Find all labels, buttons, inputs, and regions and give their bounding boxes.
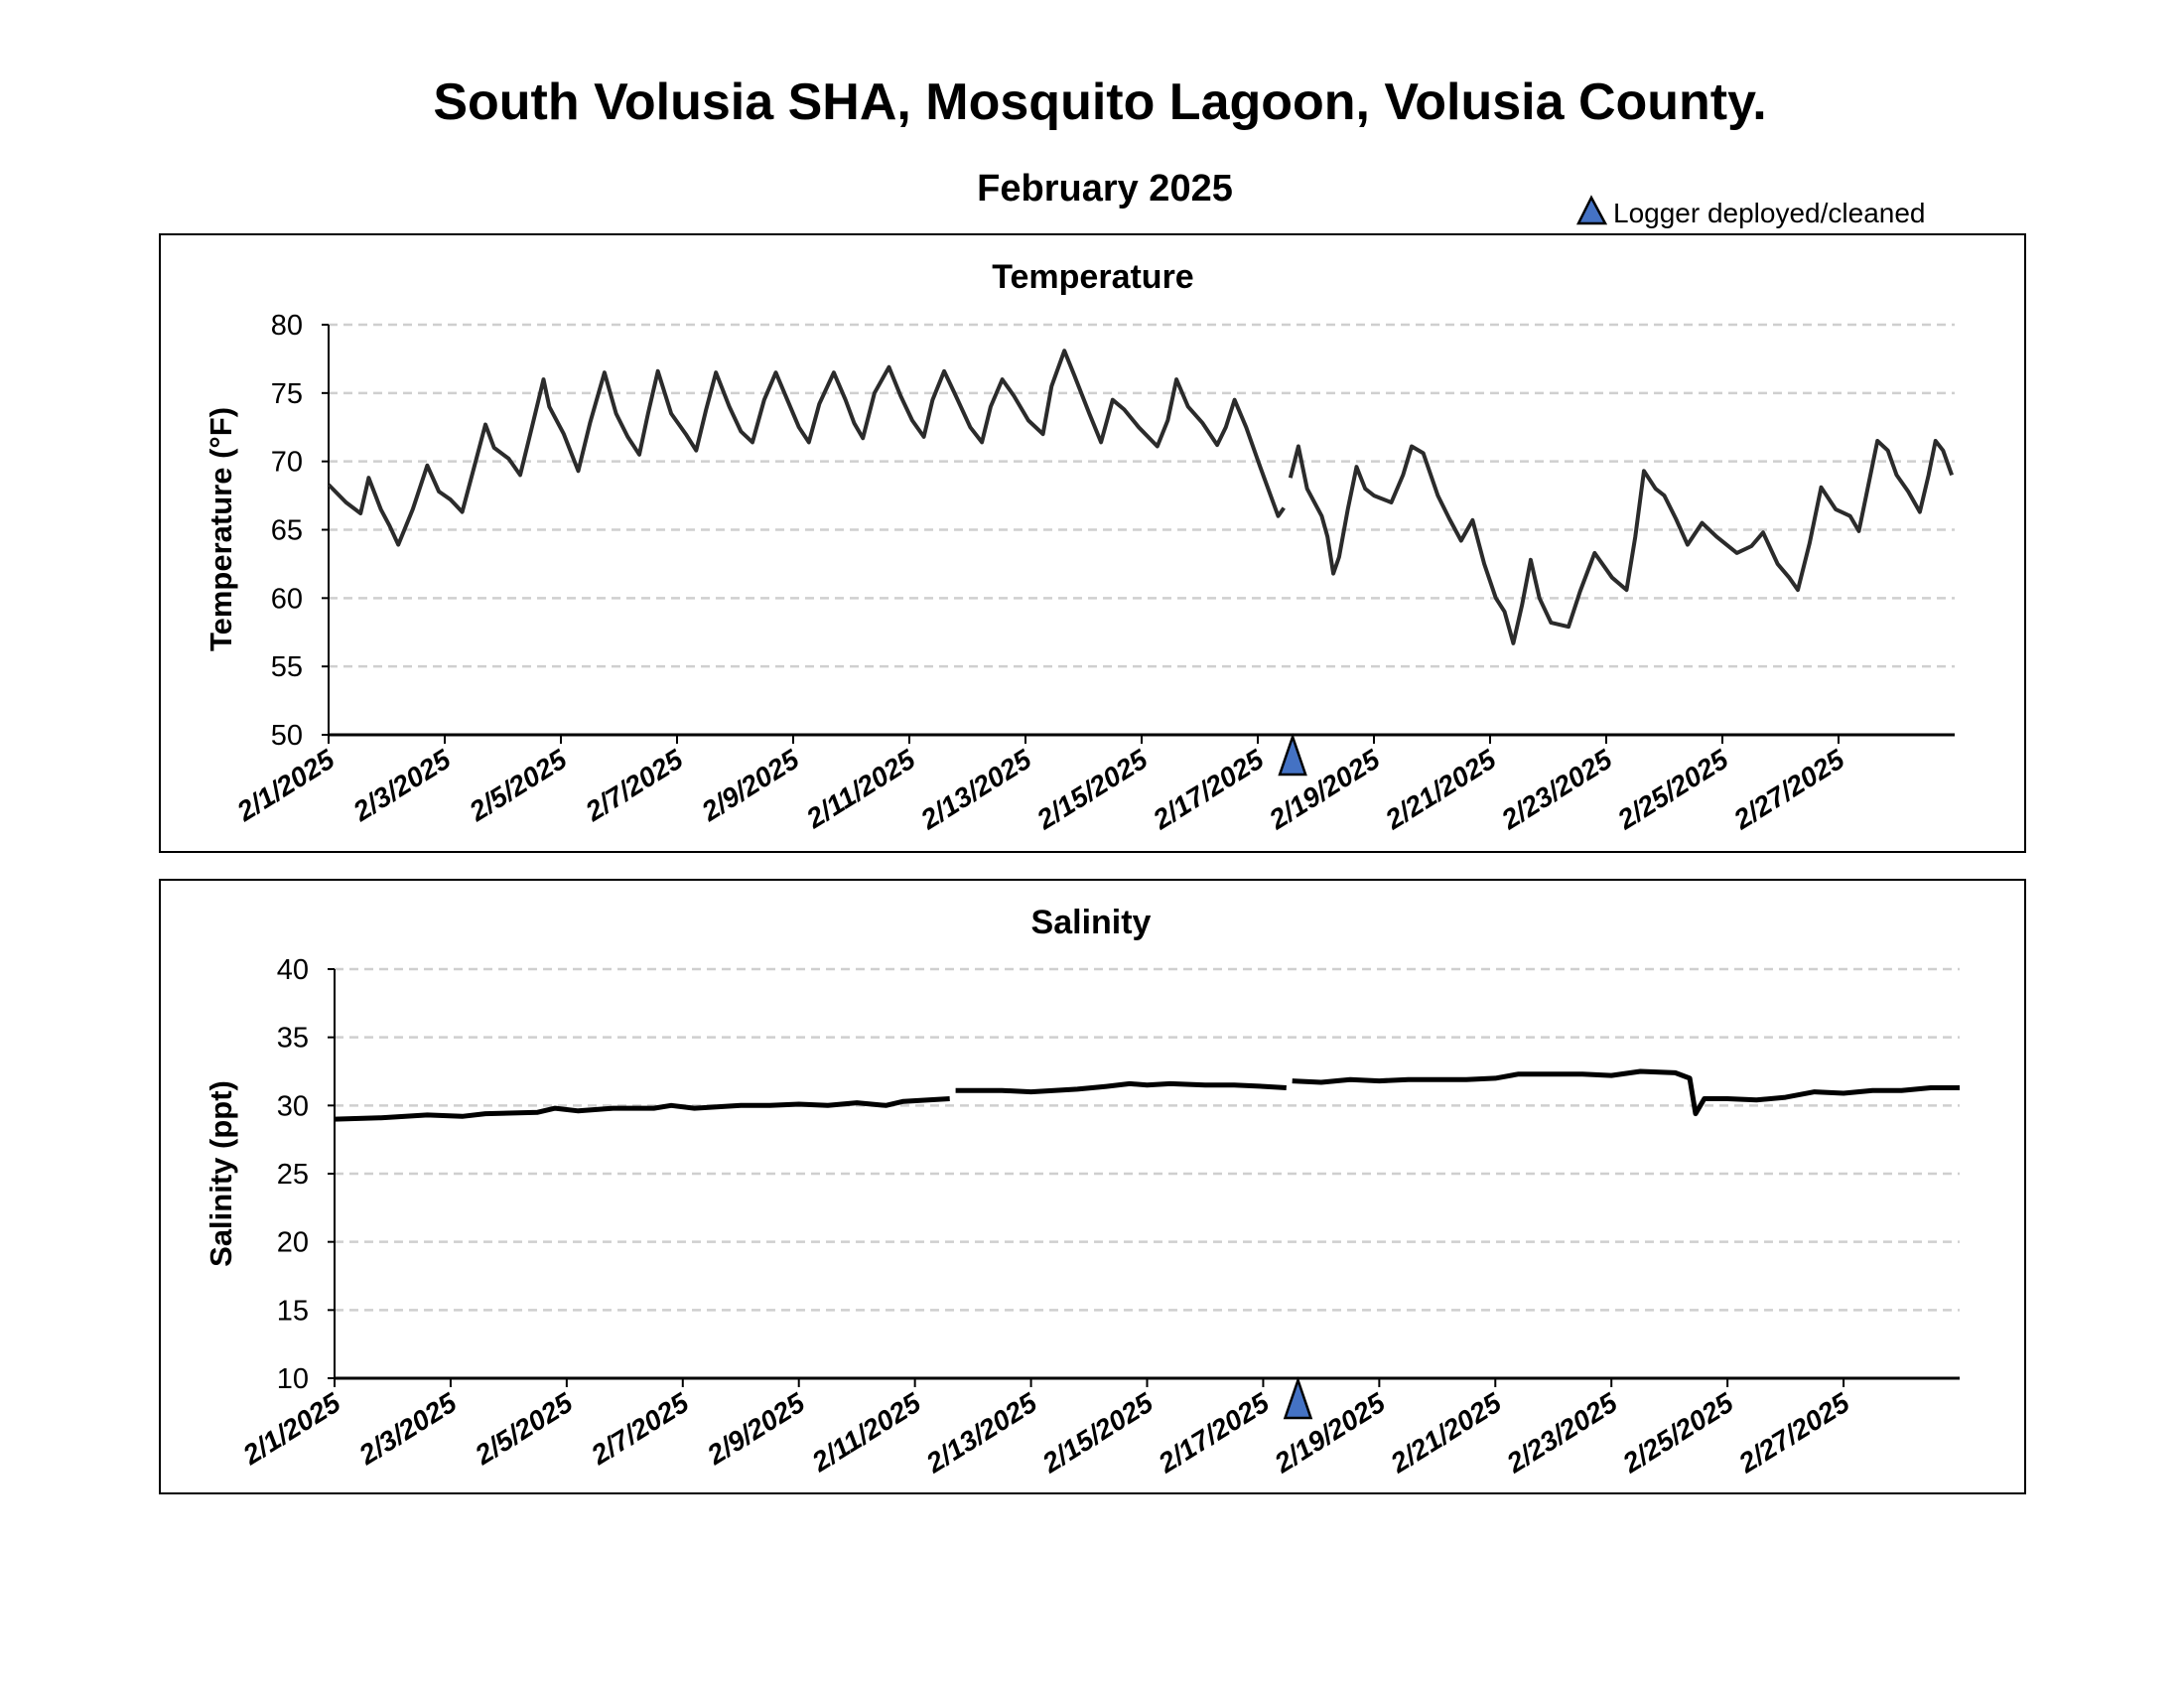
y-tick-label: 40	[277, 954, 309, 986]
temperature-series-line	[1288, 439, 1954, 645]
y-tick-label: 70	[271, 447, 303, 479]
salinity-title: Salinity	[1031, 904, 1152, 941]
x-tick-label: 2/9/2025	[695, 744, 804, 828]
x-tick-label: 2/11/2025	[800, 744, 921, 835]
salinity-panel: Salinity Salinity (ppt) 10 15 20 25 30 35 40 2/…	[159, 879, 2026, 1494]
x-tick-label: 2/19/2025	[1263, 744, 1385, 836]
legend: Logger deployed/cleaned	[1575, 195, 1925, 228]
x-tick-label: 2/19/2025	[1269, 1387, 1391, 1480]
subtitle: February 2025	[977, 168, 1233, 210]
x-tick-label: 2/21/2025	[1385, 1387, 1507, 1480]
x-tick-label: 2/7/2025	[579, 744, 688, 828]
y-tick-label: 20	[277, 1227, 309, 1259]
logger-deployed-marker-icon	[1278, 733, 1307, 776]
y-tick-label: 15	[277, 1295, 309, 1327]
salinity-series-line	[334, 1096, 950, 1122]
temperature-panel: Temperature Temperature (°F) 50 55 60 65 70 7…	[159, 233, 2026, 853]
y-tick-label: 25	[277, 1159, 309, 1191]
x-tick-label: 2/3/2025	[352, 1387, 462, 1472]
y-tick-label: 60	[271, 583, 303, 615]
x-tick-label: 2/25/2025	[1611, 744, 1733, 836]
logger-deployed-marker-icon	[1283, 1376, 1313, 1420]
x-tick-label: 2/9/2025	[701, 1387, 810, 1472]
x-tick-label: 2/17/2025	[1153, 1387, 1275, 1480]
x-tick-label: 2/7/2025	[585, 1387, 694, 1472]
salinity-series-line	[955, 1080, 1287, 1095]
salinity-series-line	[1292, 1068, 1960, 1117]
x-tick-label: 2/11/2025	[806, 1387, 927, 1479]
salinity-panel-frame	[159, 879, 2026, 1494]
y-tick-label: 10	[277, 1363, 309, 1395]
legend-label: Logger deployed/cleaned	[1613, 198, 1925, 228]
x-tick-label: 2/23/2025	[1500, 1387, 1622, 1480]
temperature-title: Temperature	[992, 258, 1193, 296]
x-tick-label: 2/27/2025	[1732, 1387, 1854, 1480]
x-tick-label: 2/1/2025	[236, 1387, 345, 1472]
x-tick-label: 2/15/2025	[1036, 1387, 1159, 1480]
y-tick-label: 35	[277, 1023, 309, 1055]
temperature-y-axis-label: Temperature (°F)	[204, 407, 238, 651]
x-tick-label: 2/15/2025	[1030, 744, 1153, 836]
temperature-panel-frame	[159, 233, 2026, 853]
x-tick-label: 2/23/2025	[1495, 744, 1617, 836]
y-tick-label: 75	[271, 378, 303, 410]
logger-triangle-icon	[1575, 195, 1608, 225]
x-tick-label: 2/17/2025	[1147, 744, 1269, 836]
y-tick-label: 50	[271, 720, 303, 752]
x-tick-label: 2/1/2025	[230, 744, 340, 828]
y-tick-label: 30	[277, 1090, 309, 1122]
x-tick-label: 2/3/2025	[346, 744, 456, 828]
main-title: South Volusia SHA, Mosquito Lagoon, Volu…	[433, 73, 1766, 131]
salinity-y-axis-label: Salinity (ppt)	[204, 1080, 238, 1267]
y-tick-label: 80	[271, 310, 303, 342]
x-tick-label: 2/25/2025	[1616, 1387, 1738, 1480]
x-tick-label: 2/13/2025	[914, 744, 1036, 836]
x-tick-label: 2/21/2025	[1379, 744, 1501, 836]
x-tick-label: 2/5/2025	[463, 744, 572, 828]
temperature-series-line	[327, 349, 1286, 547]
x-tick-label: 2/27/2025	[1727, 744, 1849, 836]
y-tick-label: 65	[271, 515, 303, 547]
x-tick-label: 2/5/2025	[469, 1387, 578, 1472]
x-tick-label: 2/13/2025	[920, 1387, 1042, 1480]
y-tick-label: 55	[271, 651, 303, 683]
